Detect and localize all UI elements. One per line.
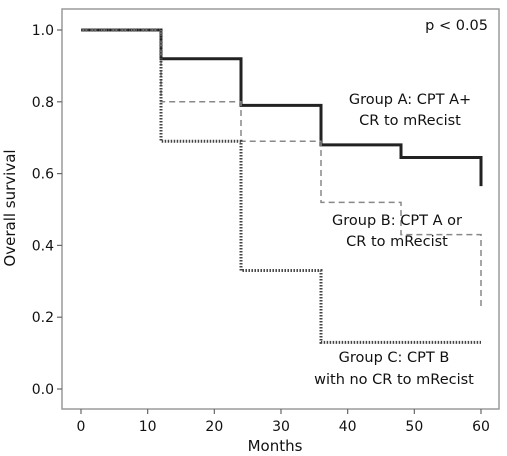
x-axis: 0 10 20 30 40 50 60 [77,409,490,435]
y-axis: 0.0 0.2 0.4 0.6 0.8 1.0 [32,23,62,398]
x-tick-label: 0 [77,419,86,435]
y-tick-label: 0.8 [32,95,54,111]
series-label-group-a-line2: CR to mRecist [359,113,461,129]
x-axis-title: Months [248,437,303,455]
series-layer [81,28,483,344]
x-tick-label: 20 [205,419,223,435]
series-label-group-a-line1: Group A: CPT A+ [349,92,471,108]
x-tick-label: 50 [405,419,423,435]
y-tick-label: 0.6 [32,167,54,183]
y-tick-label: 0.2 [32,310,54,326]
series-group-b [81,29,482,307]
series-group-a [81,28,483,187]
x-tick-label: 60 [472,419,490,435]
plot-frame [61,8,500,410]
y-tick-label: 0.0 [32,382,54,398]
x-tick-label: 40 [339,419,357,435]
series-label-group-b-line2: CR to mRecist [346,234,448,250]
series-label-group-c-line1: Group C: CPT B [339,350,450,366]
series-label-group-b-line1: Group B: CPT A or [332,213,462,229]
y-axis-title: Overall survival [1,149,19,266]
x-tick-label: 30 [272,419,290,435]
x-tick-label: 10 [139,419,157,435]
series-label-group-c-line2: with no CR to mRecist [314,372,474,388]
y-tick-label: 0.4 [32,238,54,254]
series-group-c [81,28,481,344]
p-value-annotation: p < 0.05 [425,18,488,34]
y-tick-label: 1.0 [32,23,54,39]
